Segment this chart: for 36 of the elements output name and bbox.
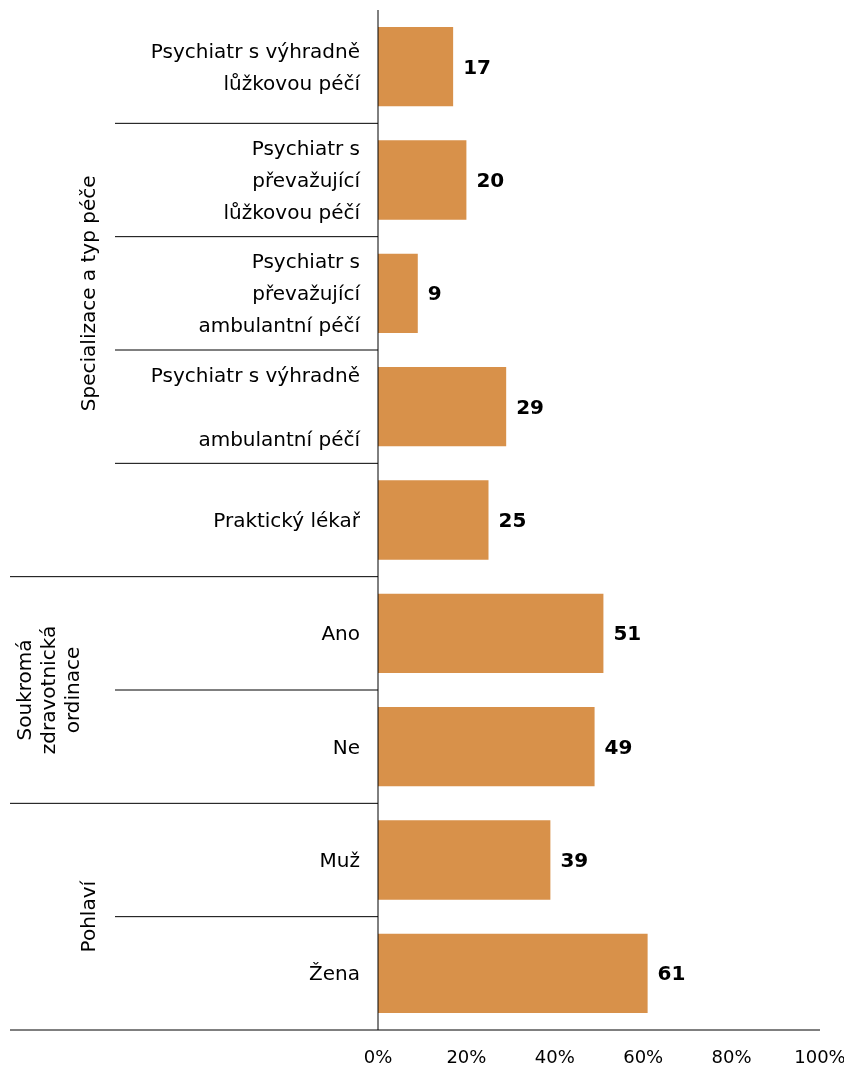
data-label: 9	[427, 281, 442, 306]
y-tick-label: Ano	[321, 621, 360, 646]
data-label: 49	[604, 734, 633, 759]
bar	[378, 480, 489, 560]
data-label: 51	[613, 621, 642, 646]
bar	[378, 367, 507, 447]
bar	[378, 27, 454, 107]
bar	[378, 707, 595, 787]
text: Specializace a typ péče	[76, 175, 100, 412]
bar	[378, 593, 604, 673]
y-tick-label: Praktický lékař	[213, 508, 361, 532]
text: Soukromá zdravotnická ordinace	[12, 625, 84, 755]
y-tick-label: Psychiatr s převažující ambulantní péčí	[198, 249, 362, 338]
x-tick-label: 20%	[446, 1045, 487, 1067]
data-label: 39	[560, 848, 589, 873]
x-tick-label: 40%	[534, 1045, 575, 1067]
y-tick-label: Žena	[309, 961, 360, 986]
x-tick-label: 60%	[623, 1045, 664, 1067]
x-tick-label: 0%	[363, 1045, 393, 1067]
bar	[378, 933, 648, 1013]
data-label: 17	[463, 54, 491, 79]
y-tick-label: Psychiatr s převažující lůžkovou péčí	[223, 136, 362, 224]
data-label: 29	[516, 394, 545, 419]
y-tick-label: Psychiatr s výhradně lůžkovou péčí	[150, 38, 362, 95]
bar	[378, 820, 551, 900]
bar	[378, 140, 467, 220]
data-label: 20	[476, 168, 505, 193]
text: Pohlaví	[76, 879, 100, 953]
y-tick-label: Ne	[332, 734, 360, 759]
bar	[378, 253, 418, 333]
x-tick-label: 80%	[711, 1045, 752, 1067]
data-label: 61	[657, 961, 686, 986]
data-label: 25	[498, 508, 527, 533]
category-label: Psychiatr s výhradně ambulantní péčí	[150, 362, 360, 451]
y-tick-label: Muž	[319, 848, 360, 872]
x-tick-label: 100%	[794, 1045, 846, 1067]
